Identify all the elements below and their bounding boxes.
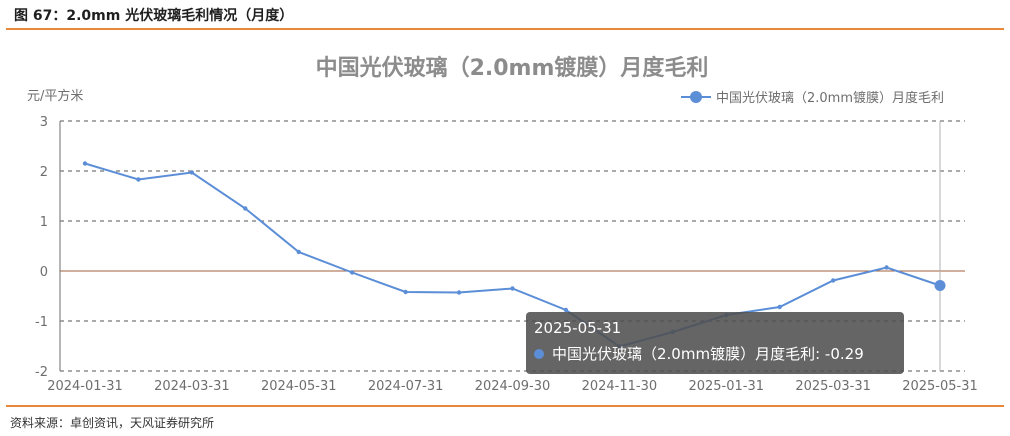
figure-footer-rule bbox=[6, 405, 1004, 407]
data-point bbox=[296, 249, 301, 255]
figure-caption: 图 67：2.0mm 光伏玻璃毛利情况（月度） bbox=[14, 8, 294, 24]
y-tick-label: 2 bbox=[40, 165, 48, 180]
x-tick-label: 2024-05-31 bbox=[261, 379, 337, 394]
y-tick-label: 0 bbox=[40, 265, 48, 280]
data-point bbox=[510, 286, 515, 291]
data-point bbox=[884, 265, 889, 270]
x-tick-label: 2024-07-31 bbox=[368, 379, 444, 394]
y-tick-label: -1 bbox=[35, 315, 48, 330]
x-tick-label: 2024-03-31 bbox=[154, 379, 230, 394]
data-point bbox=[82, 161, 88, 166]
x-tick-label: 2025-01-31 bbox=[688, 379, 764, 394]
data-point bbox=[777, 304, 782, 310]
highlighted-data-point bbox=[934, 280, 946, 291]
x-tick-label: 2025-05-31 bbox=[902, 379, 978, 394]
y-tick-label: 3 bbox=[40, 115, 48, 130]
legend-marker bbox=[690, 91, 702, 103]
tooltip-row: 中国光伏玻璃（2.0mm镀膜）月度毛利: -0.29 bbox=[534, 344, 896, 364]
x-tick-label: 2024-11-30 bbox=[582, 379, 658, 394]
y-axis-unit-label: 元/平方米 bbox=[27, 88, 83, 104]
y-tick-label: 1 bbox=[40, 215, 48, 230]
data-point bbox=[136, 177, 141, 182]
data-point bbox=[563, 307, 569, 313]
tooltip-series-dot bbox=[534, 348, 544, 359]
figure-header: 图 67：2.0mm 光伏玻璃毛利情况（月度） bbox=[6, 0, 1004, 30]
data-point bbox=[189, 170, 195, 175]
data-point bbox=[456, 290, 462, 295]
chart-legend[interactable]: 中国光伏玻璃（2.0mm镀膜）月度毛利 bbox=[681, 90, 944, 106]
data-tooltip: 2025-05-31 中国光伏玻璃（2.0mm镀膜）月度毛利: -0.29 bbox=[526, 312, 904, 374]
tooltip-series-name: 中国光伏玻璃（2.0mm镀膜）月度毛利: bbox=[552, 345, 821, 363]
x-tick-label: 2025-03-31 bbox=[795, 379, 871, 394]
data-point bbox=[349, 270, 355, 275]
x-tick-label: 2024-09-30 bbox=[475, 379, 551, 394]
figure-source: 资料来源：卓创资讯，天风证券研究所 bbox=[10, 416, 215, 430]
tooltip-value: -0.29 bbox=[824, 345, 864, 363]
legend-label: 中国光伏玻璃（2.0mm镀膜）月度毛利 bbox=[716, 90, 944, 106]
data-point bbox=[403, 289, 408, 295]
tooltip-date: 2025-05-31 bbox=[534, 319, 622, 337]
chart-title: 中国光伏玻璃（2.0mm镀膜）月度毛利 bbox=[316, 55, 709, 81]
y-tick-label: -2 bbox=[35, 365, 48, 380]
data-point bbox=[830, 278, 836, 283]
data-point bbox=[243, 206, 248, 211]
x-tick-label: 2024-01-31 bbox=[47, 379, 123, 394]
